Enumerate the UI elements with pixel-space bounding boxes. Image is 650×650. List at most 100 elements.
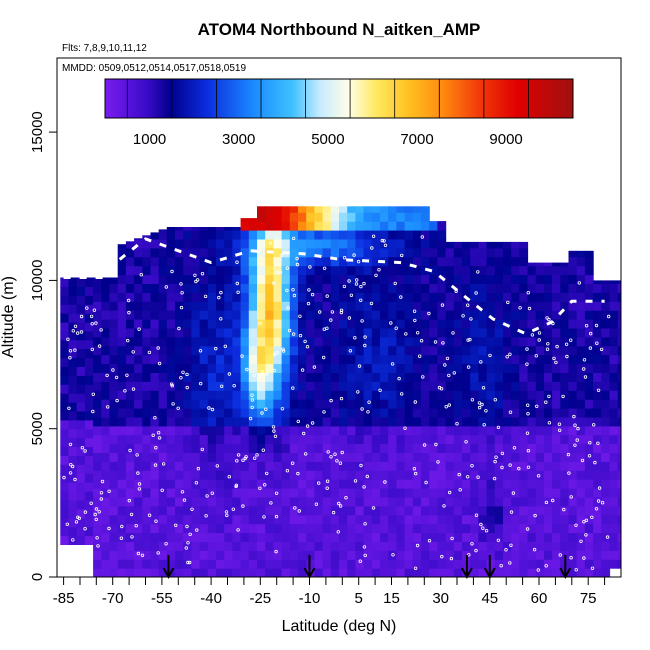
heat-cell xyxy=(322,247,332,258)
heat-cell xyxy=(224,319,233,329)
heat-cell xyxy=(232,227,242,231)
heat-cell xyxy=(404,532,414,542)
heat-cell xyxy=(429,381,438,391)
heat-cell xyxy=(363,559,373,569)
heat-cell xyxy=(617,327,621,338)
heat-cell xyxy=(175,390,184,400)
sample-point xyxy=(569,338,573,342)
heat-cell xyxy=(462,541,471,551)
heat-cell xyxy=(84,508,94,519)
heat-cell xyxy=(306,354,315,365)
heat-cell xyxy=(240,496,250,507)
heat-cell xyxy=(519,568,529,577)
sample-point xyxy=(546,342,550,346)
heat-cell xyxy=(68,295,78,305)
heat-cell xyxy=(568,336,578,347)
heat-cell xyxy=(404,408,414,418)
heat-cell xyxy=(347,363,356,373)
heat-cell xyxy=(216,568,225,577)
sample-point xyxy=(90,322,94,326)
heat-cell xyxy=(462,363,471,373)
heat-cell xyxy=(158,550,168,560)
heat-cell xyxy=(412,541,422,551)
heat-cell xyxy=(265,523,274,534)
heat-cell xyxy=(445,568,455,577)
sample-point xyxy=(569,495,573,499)
heat-cell xyxy=(396,212,406,222)
sample-point xyxy=(590,566,595,570)
sample-point xyxy=(177,326,181,331)
heat-cell xyxy=(363,230,373,240)
heat-cell xyxy=(609,381,619,391)
heat-cell xyxy=(404,206,414,213)
heat-cell xyxy=(158,256,168,267)
heat-cell xyxy=(207,265,217,276)
heat-cell xyxy=(289,274,299,284)
heat-cell xyxy=(617,283,621,293)
heat-cell xyxy=(117,443,127,453)
heat-cell xyxy=(527,532,537,542)
heat-cell xyxy=(60,473,70,483)
heat-cell xyxy=(470,399,479,409)
heat-cell xyxy=(396,443,406,453)
heat-cell xyxy=(322,523,332,534)
heat-cell xyxy=(412,283,422,293)
heat-cell xyxy=(142,505,152,516)
heat-cell xyxy=(183,434,192,445)
heat-cell xyxy=(593,327,602,338)
heat-cell xyxy=(224,425,233,436)
heat-cell xyxy=(134,488,143,498)
heat-cell xyxy=(478,443,488,453)
heat-cell xyxy=(478,265,488,276)
heat-cell xyxy=(470,274,479,284)
heat-cell xyxy=(134,505,143,516)
heat-cell xyxy=(503,390,512,400)
heat-cell xyxy=(445,354,455,365)
heat-cell xyxy=(175,541,184,551)
sample-point xyxy=(94,517,98,522)
heat-cell xyxy=(142,443,152,453)
heat-cell xyxy=(445,505,455,516)
heat-cell xyxy=(265,399,274,409)
heat-cell xyxy=(355,514,365,525)
heat-cell xyxy=(453,434,463,445)
heat-cell xyxy=(216,488,225,498)
sample-point xyxy=(135,453,139,457)
heat-cell xyxy=(314,479,324,489)
heat-cell xyxy=(257,479,266,489)
heat-cell xyxy=(429,496,438,507)
heat-cell xyxy=(134,496,143,507)
sample-point xyxy=(380,238,384,243)
heat-cell xyxy=(158,327,168,338)
heat-cell xyxy=(183,274,192,284)
heat-cell xyxy=(183,505,192,516)
heat-cell xyxy=(273,345,283,356)
heat-cell xyxy=(109,532,119,542)
heat-cell xyxy=(248,399,258,409)
heat-cell xyxy=(421,327,430,338)
heat-cell xyxy=(257,568,266,577)
heat-cell xyxy=(601,416,611,427)
heat-cell xyxy=(183,319,192,329)
heat-cell xyxy=(232,354,242,365)
heat-cell xyxy=(363,550,373,560)
heat-cell xyxy=(380,470,389,480)
heat-cell xyxy=(486,568,496,577)
heat-cell xyxy=(224,568,233,577)
heat-cell xyxy=(330,399,340,409)
heat-cell xyxy=(593,416,602,427)
heat-cell xyxy=(363,514,373,525)
heat-cell xyxy=(322,327,332,338)
heat-cell xyxy=(404,505,414,516)
sample-point xyxy=(544,500,549,505)
heat-cell xyxy=(404,496,414,507)
heat-cell xyxy=(412,372,422,382)
heat-cell xyxy=(609,541,619,551)
heat-cell xyxy=(175,310,184,320)
heat-cell xyxy=(371,496,381,507)
heat-cell xyxy=(593,292,602,302)
heat-cell xyxy=(289,354,299,365)
x-tick-label: 75 xyxy=(580,590,597,607)
heat-cell xyxy=(281,345,291,356)
heat-cell xyxy=(380,434,389,445)
